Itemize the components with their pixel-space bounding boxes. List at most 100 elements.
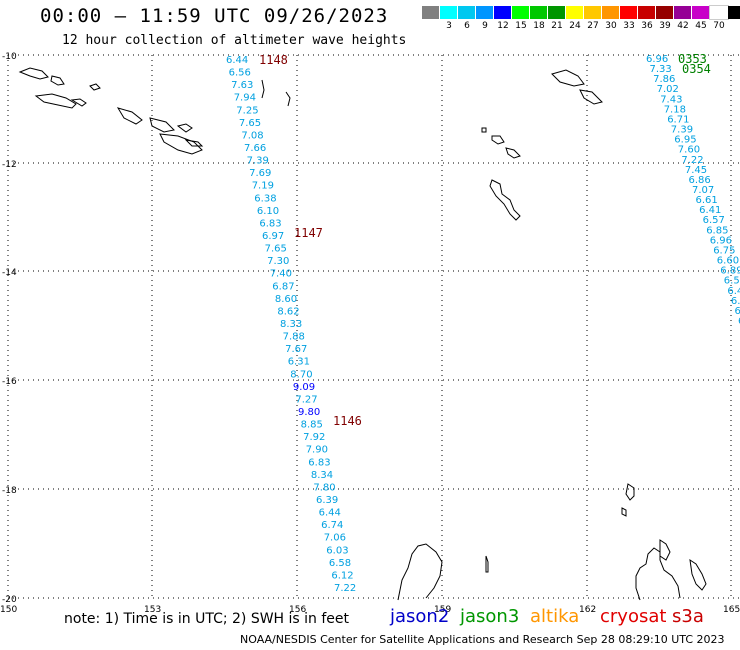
- legend-label: 24: [569, 21, 581, 31]
- island-outline: [625, 483, 635, 501]
- wave-height-value: 7.02: [657, 84, 679, 95]
- latitude-label: -14: [2, 268, 17, 278]
- wave-height-value: 6.2: [735, 306, 740, 317]
- satellite-name: jason3: [460, 606, 520, 627]
- wave-height-value: 7.30: [267, 256, 289, 267]
- wave-height-value: 7.39: [671, 125, 693, 136]
- legend-label: 12: [497, 21, 509, 31]
- legend-swatch: [692, 6, 710, 19]
- wave-height-value: 6.74: [321, 520, 343, 531]
- legend-label: 42: [677, 21, 689, 31]
- wave-height-value: 8.62: [277, 306, 299, 317]
- legend-label: 3: [446, 21, 452, 31]
- wave-height-value: 7.67: [285, 344, 307, 355]
- island-outline: [485, 555, 489, 573]
- color-legend: [422, 5, 740, 20]
- grid-lines: [7, 54, 740, 599]
- legend-swatch: [566, 6, 584, 19]
- wave-height-value: 7.06: [324, 533, 346, 544]
- wave-height-value: 7.94: [234, 93, 256, 104]
- wave-height-value: 8.70: [290, 369, 312, 380]
- wave-height-value: 6.86: [689, 175, 711, 186]
- wave-height-value: 6.96: [646, 54, 668, 65]
- legend-label: 15: [515, 21, 527, 31]
- legend-swatch: [548, 6, 566, 19]
- latitude-label: -18: [2, 486, 17, 496]
- wave-height-value: 6.85: [706, 225, 728, 236]
- legend-swatch: [638, 6, 656, 19]
- wave-height-value: 6.60: [717, 256, 739, 267]
- wave-height-value: 6.61: [696, 195, 718, 206]
- legend-swatch: [709, 5, 729, 20]
- wave-height-value: 7.63: [231, 80, 253, 91]
- wave-height-value: 6.31: [288, 357, 310, 368]
- island-outline: [579, 89, 603, 105]
- island-outline: [489, 179, 521, 221]
- track-time-label: 0353: [678, 52, 707, 66]
- legend-label: 70: [713, 21, 725, 31]
- latitude-label: -20: [2, 595, 17, 605]
- island-outline: [159, 133, 203, 155]
- wave-height-value: 6.56: [229, 68, 251, 79]
- satellite-name: s3a: [672, 606, 704, 627]
- wave-height-value: 6.89: [720, 266, 740, 277]
- wave-height-value: 6.03: [326, 545, 348, 556]
- island-outline: [621, 507, 627, 517]
- island-outline: [261, 79, 265, 99]
- legend-label: 33: [623, 21, 635, 31]
- wave-height-value: 6.10: [257, 206, 279, 217]
- legend-swatch: [440, 6, 458, 19]
- island-outline: [70, 98, 87, 107]
- wave-height-value: 7.25: [236, 105, 258, 116]
- legend-label: 30: [605, 21, 617, 31]
- legend-label: 18: [533, 21, 545, 31]
- island-outline: [116, 107, 143, 125]
- longitude-label: 162: [579, 605, 596, 615]
- legend-label: 6: [464, 21, 470, 31]
- longitude-label: 156: [289, 605, 306, 615]
- island-outline: [50, 75, 65, 86]
- wave-height-value: 6.39: [316, 495, 338, 506]
- island-outline: [285, 91, 291, 107]
- satellite-name: jason2: [390, 606, 450, 627]
- wave-height-value: 7.65: [265, 244, 287, 255]
- legend-swatch: [728, 6, 740, 19]
- wave-height-value: 6.97: [262, 231, 284, 242]
- map-subtitle: 12 hour collection of altimeter wave hei…: [62, 33, 407, 48]
- island-outline: [89, 83, 101, 91]
- footer-credit: NOAA/NESDIS Center for Satellite Applica…: [240, 633, 725, 646]
- wave-height-value: 8.33: [280, 319, 302, 330]
- legend-swatch: [620, 6, 638, 19]
- latitude-label: -10: [2, 52, 17, 62]
- wave-height-value: 7.80: [313, 482, 335, 493]
- latitude-label: -12: [2, 160, 17, 170]
- wave-height-value: 9.09: [293, 382, 315, 393]
- longitude-label: 159: [434, 605, 451, 615]
- legend-label: 45: [695, 21, 707, 31]
- wave-height-value: 7.40: [270, 269, 292, 280]
- track-time-label: 1147: [294, 226, 323, 240]
- island-outline: [149, 117, 176, 133]
- wave-height-value: 6.57: [703, 215, 725, 226]
- wave-height-value: 7.18: [664, 104, 686, 115]
- wave-height-value: 7.33: [650, 64, 672, 75]
- wave-height-value: 7.22: [681, 155, 703, 166]
- wave-height-value: 6.83: [259, 218, 281, 229]
- wave-height-value: 7.66: [244, 143, 266, 154]
- wave-height-value: 6.96: [710, 235, 732, 246]
- coast-outline: [659, 539, 671, 561]
- wave-height-value: 6.87: [272, 281, 294, 292]
- latitude-label: -16: [2, 377, 17, 387]
- legend-swatch: [584, 6, 602, 19]
- legend-swatch: [422, 6, 440, 19]
- legend-swatch: [476, 6, 494, 19]
- longitude-label: 165: [723, 605, 740, 615]
- island-outline: [176, 123, 193, 133]
- wave-height-value: 8.60: [275, 294, 297, 305]
- wave-height-value: 6.41: [699, 205, 721, 216]
- wave-height-value: 6.5: [724, 276, 740, 287]
- wave-height-value: 7.22: [334, 583, 356, 594]
- legend-swatch: [530, 6, 548, 19]
- wave-height-value: 7.88: [283, 332, 305, 343]
- wave-height-value: 6.58: [329, 558, 351, 569]
